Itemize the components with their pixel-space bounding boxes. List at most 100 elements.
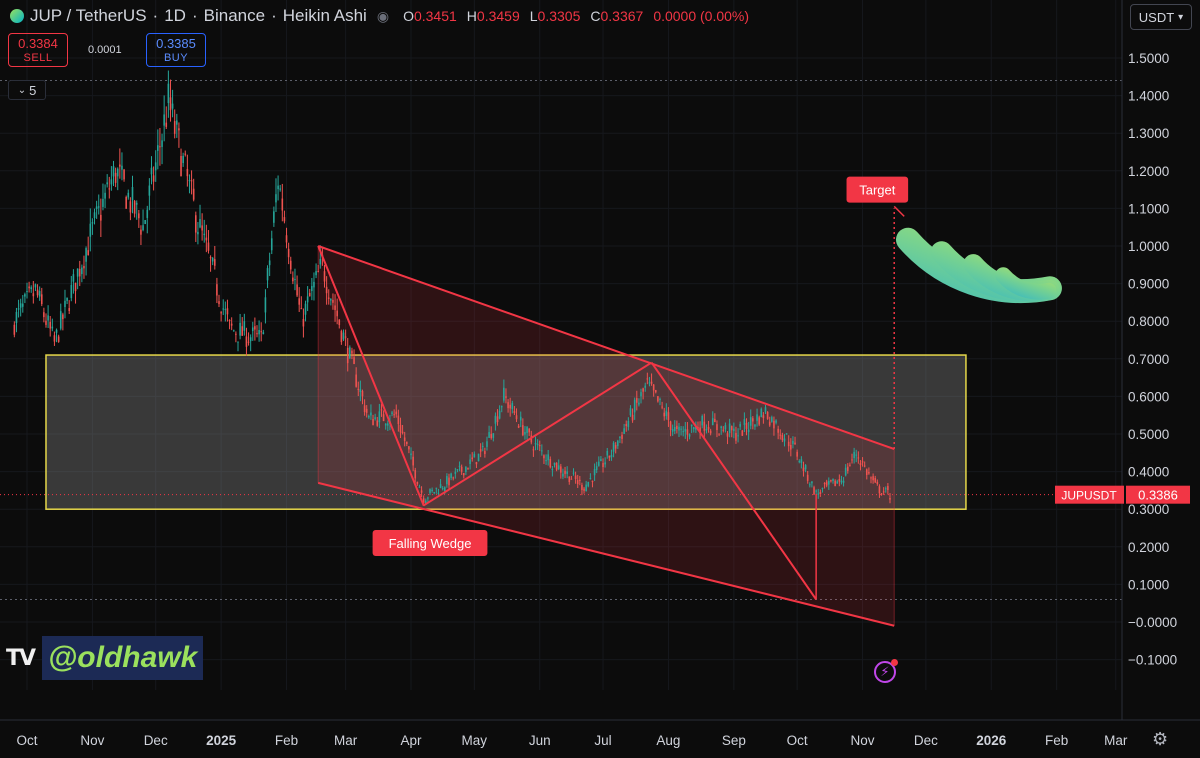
candle-body	[500, 406, 503, 408]
candle-body	[40, 294, 43, 305]
candle-body	[55, 329, 58, 333]
candle-body	[479, 449, 482, 452]
candle-body	[393, 414, 395, 416]
eye-icon[interactable]: ◉	[376, 7, 390, 24]
interval[interactable]: 1D	[164, 6, 186, 25]
candle-body	[443, 487, 446, 492]
candle-body	[418, 486, 421, 488]
time-tick-label: Jun	[529, 733, 551, 748]
time-tick-label: Feb	[275, 733, 298, 748]
candle-body	[76, 268, 79, 277]
time-tick-label: Feb	[1045, 733, 1068, 748]
lightning-icon[interactable]: ⚡	[874, 659, 898, 683]
candle-body	[279, 188, 281, 190]
chevron-down-icon: ▾	[1178, 11, 1184, 23]
candle-body	[431, 489, 433, 492]
candle-body	[686, 429, 689, 435]
candle-body	[334, 305, 336, 310]
jup-logo	[895, 227, 1062, 304]
candle-body	[401, 431, 404, 434]
candle-body	[254, 326, 256, 330]
sell-button[interactable]: 0.3384 SELL	[8, 33, 68, 67]
candle-body	[313, 281, 315, 288]
candle-body	[226, 308, 229, 315]
candle-body	[45, 320, 47, 325]
candle-body	[454, 471, 457, 474]
candle-body	[184, 153, 187, 155]
change-value: 0.0000 (0.00%)	[653, 8, 750, 24]
indicators-toggle[interactable]: ⌄ 5	[8, 80, 46, 100]
candle-body	[777, 428, 779, 433]
candle-body	[522, 425, 524, 436]
candle-body	[34, 284, 37, 288]
candle-body	[62, 314, 64, 320]
jup-logo-arc	[995, 267, 1057, 300]
notification-dot	[891, 659, 898, 666]
candle-body	[190, 180, 193, 182]
candle-body	[688, 434, 691, 437]
candle-body	[538, 445, 541, 447]
buy-button[interactable]: 0.3385 BUY	[146, 33, 206, 67]
candle-body	[638, 402, 640, 405]
candle-body	[458, 465, 461, 467]
candle-body	[209, 257, 212, 259]
candle-body	[830, 480, 832, 482]
candle-body	[604, 462, 606, 465]
candle-body	[201, 225, 203, 231]
candle-body	[319, 258, 322, 265]
price-tick-label: 0.7000	[1128, 352, 1169, 367]
candle-body	[298, 298, 300, 305]
candle-body	[277, 185, 279, 190]
candle-body	[224, 309, 227, 311]
candle-body	[849, 464, 851, 466]
candle-body	[868, 472, 870, 474]
candle-body	[878, 486, 881, 494]
candle-body	[85, 248, 87, 262]
candle-body	[492, 433, 495, 438]
candle-body	[100, 214, 102, 221]
chart-style[interactable]: Heikin Ashi	[282, 6, 367, 25]
candle-body	[764, 407, 767, 412]
wedge-upper-line	[317, 245, 895, 450]
price-tick-label: 1.5000	[1128, 51, 1169, 66]
candle-body	[724, 425, 727, 430]
candle-body	[205, 237, 208, 241]
candle-body	[779, 434, 782, 436]
candle-body	[659, 398, 661, 400]
candle-body	[739, 424, 741, 427]
candle-body	[598, 461, 600, 466]
candle-body	[408, 446, 410, 450]
candle-body	[456, 469, 459, 471]
separator-dot: ·	[271, 6, 277, 25]
candle-body	[414, 470, 417, 479]
candle-body	[119, 164, 121, 167]
candle-body	[642, 388, 644, 392]
candle-body	[176, 120, 178, 125]
candle-body	[355, 374, 357, 387]
candle-body	[462, 473, 465, 476]
candle-body	[429, 489, 431, 493]
candle-body	[460, 466, 463, 472]
candle-body	[264, 297, 267, 313]
symbol-name[interactable]: JUP / TetherUS	[30, 6, 147, 25]
candle-body	[811, 481, 813, 484]
candle-body	[19, 303, 22, 308]
candle-body	[152, 175, 155, 182]
candle-body	[144, 220, 146, 225]
currency-select[interactable]: USDT ▾	[1130, 4, 1192, 30]
candle-body	[562, 473, 564, 477]
candle-body	[247, 341, 250, 343]
candle-body	[157, 145, 159, 151]
candle-body	[351, 350, 353, 354]
wedge-lines	[0, 205, 1122, 627]
candle-body	[450, 473, 452, 478]
candle-body	[800, 459, 803, 463]
candle-body	[541, 450, 543, 452]
gear-icon[interactable]: ⚙	[1152, 729, 1169, 749]
candle-body	[657, 396, 659, 402]
candle-body	[703, 421, 706, 431]
time-tick-label: Oct	[16, 733, 37, 748]
candle-body	[422, 498, 425, 503]
zigzag-line	[423, 361, 653, 507]
